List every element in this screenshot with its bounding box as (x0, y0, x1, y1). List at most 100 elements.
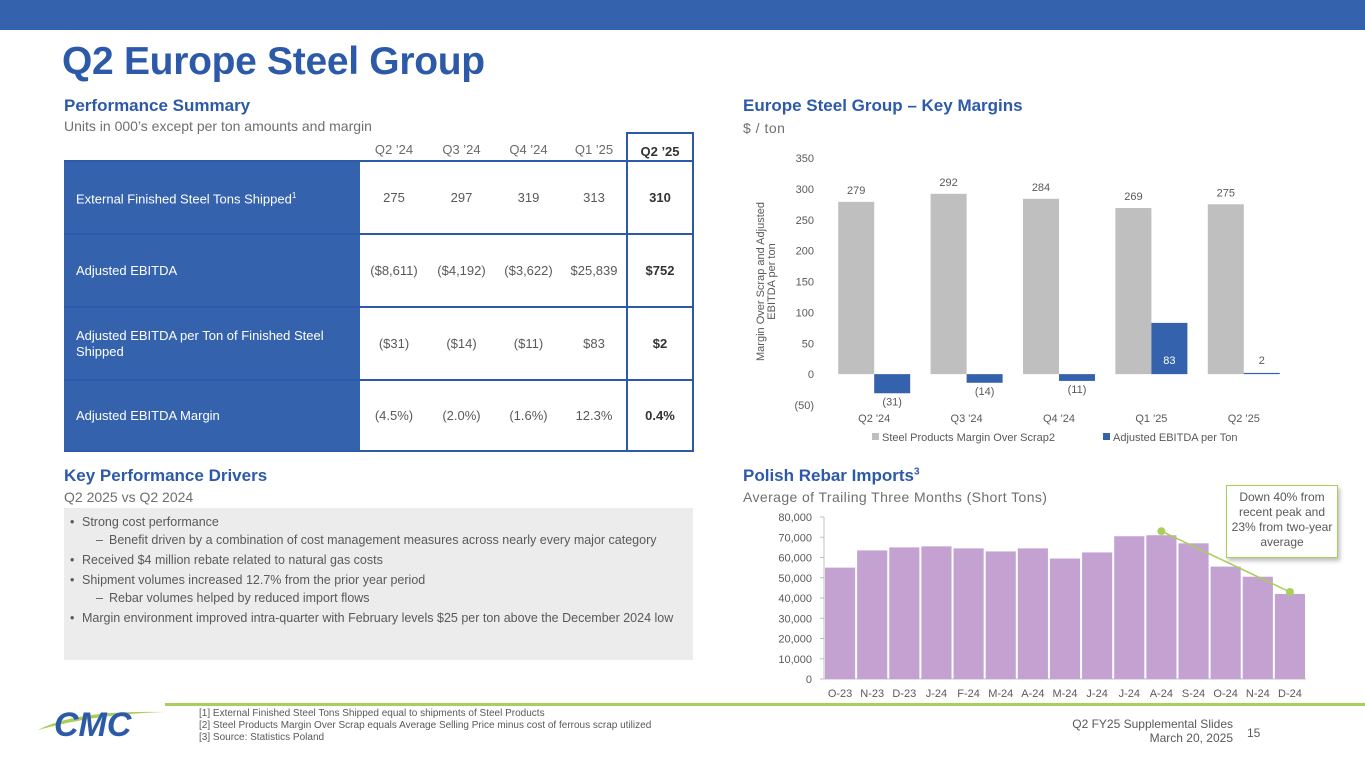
driver-item: Shipment volumes increased 12.7% from th… (70, 572, 683, 588)
x-tick-label: J-24 (1119, 688, 1140, 700)
margins-heading: Europe Steel Group – Key Margins (743, 96, 1023, 115)
margin-over-scrap-label: 269 (1124, 191, 1142, 203)
imports-bar (1114, 536, 1145, 679)
row-label-footnote: 1 (291, 190, 297, 200)
row-label: Adjusted EBITDA (64, 235, 360, 306)
y-tick-label: 350 (796, 153, 814, 165)
ebitda-per-ton-bar (1151, 322, 1188, 375)
ebitda-per-ton-bar (1243, 372, 1280, 375)
table-row: Adjusted EBITDA Margin (4.5%) (2.0%) (1.6%)… (64, 379, 694, 452)
footnote: [3] Source: Statistics Poland (199, 732, 325, 743)
x-tick-label: J-24 (926, 688, 947, 700)
ebitda-per-ton-label: 83 (1163, 355, 1175, 367)
row-label-text: Adjusted EBITDA (76, 262, 178, 278)
table-cell: 310 (626, 162, 694, 233)
imports-bar (889, 547, 920, 679)
imports-bar (1274, 593, 1305, 679)
deck-title: Q2 FY25 Supplemental Slides (1072, 717, 1233, 731)
legend-swatch-ebitda (1103, 433, 1110, 440)
table-cell: (2.0%) (442, 408, 481, 423)
imports-bar (1210, 566, 1241, 679)
legend-label-ebitda: Adjusted EBITDA per Ton (1113, 432, 1238, 444)
trend-line (1161, 530, 1291, 593)
y-tick-label: 50 (802, 338, 814, 350)
margin-over-scrap-bar (1115, 208, 1152, 375)
table-row: Adjusted EBITDA per Ton of Finished Stee… (64, 306, 694, 379)
x-tick-label: Q2 '25 (1228, 413, 1260, 425)
ebitda-per-ton-label: 2 (1259, 355, 1265, 367)
table-cell: (1.6%) (509, 408, 548, 423)
x-tick-label: Q2 '24 (858, 413, 890, 425)
y-tick-label: 150 (796, 277, 814, 289)
margin-over-scrap-bar (930, 193, 967, 375)
cmc-logo: CMC (38, 706, 164, 742)
x-tick-label: A-24 (1150, 688, 1173, 700)
table-cell: 12.3% (575, 408, 613, 423)
y-tick-label: 60,000 (778, 553, 812, 565)
x-tick-label: Q3 '24 (951, 413, 983, 425)
table-row: Adjusted EBITDA ($8,611) ($4,192) ($3,622) $… (64, 233, 694, 306)
legend-swatch-margin (872, 433, 879, 440)
imports-bar (1017, 548, 1048, 679)
margin-over-scrap-label: 279 (847, 185, 865, 197)
x-tick-label: A-24 (1021, 688, 1044, 700)
y-tick-label: 0 (808, 369, 814, 381)
drivers-list: Strong cost performance Benefit driven by… (64, 508, 693, 660)
x-tick-label: O-24 (1213, 688, 1237, 700)
table-row: External Finished Steel Tons Shipped1 275… (64, 160, 694, 233)
table-cell: (4.5%) (374, 408, 414, 423)
page-number: 15 (1247, 726, 1261, 740)
y-tick-label: (50) (794, 400, 814, 412)
table-cell: 313 (583, 190, 605, 205)
imports-bar (921, 546, 952, 679)
table-cell: ($14) (446, 336, 477, 351)
driver-item: Strong cost performance (70, 514, 683, 530)
y-tick-label: 20,000 (778, 634, 812, 646)
row-label: Adjusted EBITDA Margin (64, 381, 360, 450)
x-tick-label: D-23 (892, 688, 916, 700)
ebitda-per-ton-label: (14) (975, 386, 995, 398)
x-tick-label: F-24 (957, 688, 980, 700)
trend-end-point (1285, 587, 1294, 596)
column-header: Q2 ’24 (374, 142, 414, 157)
table-cell: ($31) (378, 336, 410, 351)
row-label-text: Adjusted EBITDA per Ton of Finished Stee… (76, 327, 324, 359)
drivers-heading: Key Performance Drivers (64, 466, 268, 485)
table-cell: 275 (383, 190, 405, 205)
column-header: Q2 ’25 (626, 132, 694, 160)
footnote: [1] External Finished Steel Tons Shipped… (199, 708, 545, 719)
footer-deck-info: Q2 FY25 Supplemental Slides March 20, 20… (1072, 717, 1233, 745)
deck-date: March 20, 2025 (1149, 731, 1233, 745)
imports-chart: 0 10,000 20,000 30,000 40,000 50,000 60,000 70,… (778, 512, 1306, 700)
row-label-text: External Finished Steel Tons Shipped1 (76, 190, 297, 207)
legend-label-margin: Steel Products Margin Over Scrap2 (882, 432, 1055, 444)
y-tick-label: 200 (796, 246, 814, 258)
margin-over-scrap-bar (1207, 204, 1244, 375)
table-cell: $752 (626, 235, 694, 306)
performance-heading: Performance Summary (64, 96, 251, 115)
x-tick-label: M-24 (1052, 688, 1077, 700)
performance-table: Q2 ’24 Q3 ’24 Q4 ’24 Q1 ’25 Q2 ’25 External … (64, 132, 694, 452)
y-tick-label: 40,000 (778, 593, 812, 605)
y-tick-label: 70,000 (778, 532, 812, 544)
imports-bar (1242, 576, 1273, 679)
table-cell: ($8,611) (370, 263, 418, 278)
svg-text:CMC: CMC (54, 706, 132, 742)
imports-callout: Down 40% from recent peak and 23% from t… (1226, 485, 1338, 558)
table-cell: 297 (450, 190, 473, 205)
margin-over-scrap-label: 292 (939, 177, 957, 189)
margin-over-scrap-label: 275 (1217, 187, 1235, 199)
imports-bar (857, 550, 888, 679)
imports-bar (953, 548, 984, 679)
imports-heading: Polish Rebar Imports3 (743, 466, 920, 486)
trend-start-point (1157, 527, 1166, 536)
imports-bar (985, 551, 1016, 679)
x-tick-label: D-24 (1278, 688, 1302, 700)
y-axis-label: Margin Over Scrap and AdjustedEBITDA per… (755, 202, 778, 361)
row-label: Adjusted EBITDA per Ton of Finished Stee… (64, 308, 360, 379)
y-tick-label: 80,000 (778, 512, 812, 524)
column-header: Q3 ’24 (442, 142, 481, 157)
table-cell: 0.4% (626, 381, 694, 450)
ebitda-per-ton-bar (874, 374, 911, 394)
x-tick-label: M-24 (988, 688, 1013, 700)
